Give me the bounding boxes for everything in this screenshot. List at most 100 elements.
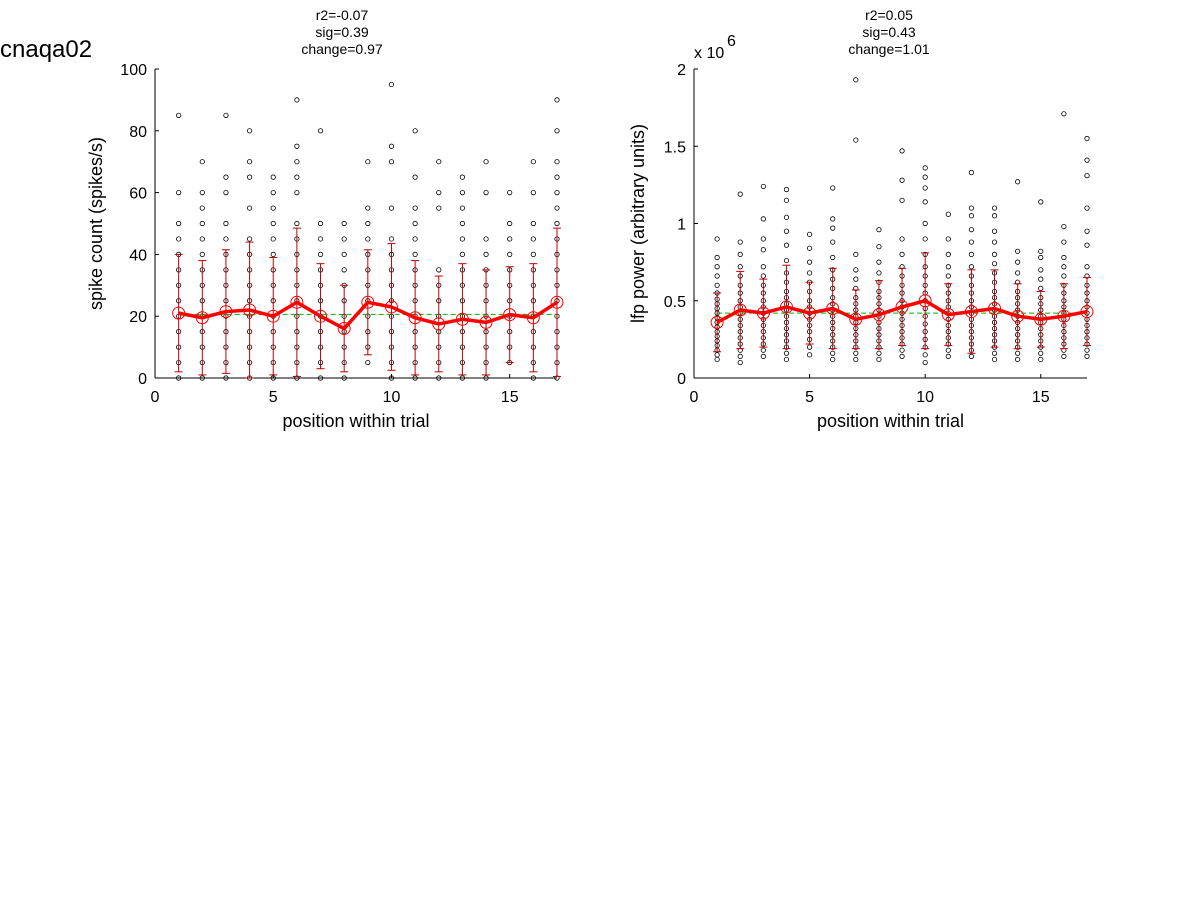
data-point	[246, 236, 253, 242]
mean-marker	[195, 311, 209, 325]
data-point	[176, 375, 182, 381]
data-point	[1038, 254, 1044, 261]
data-point	[1084, 264, 1090, 270]
data-point	[1061, 223, 1067, 230]
mean-marker	[733, 303, 747, 317]
data-point	[1084, 173, 1090, 179]
data-point	[270, 220, 276, 227]
mean-marker	[849, 312, 863, 326]
mean-marker	[243, 303, 257, 317]
data-point	[294, 220, 300, 227]
y-exponent-power: 6	[727, 33, 736, 50]
data-point	[459, 190, 466, 196]
y-tick-label: 0	[138, 371, 147, 388]
data-point	[1015, 270, 1021, 276]
mean-marker	[479, 315, 493, 329]
data-point	[922, 352, 928, 358]
data-point	[176, 220, 182, 227]
data-point	[853, 77, 859, 83]
data-point	[270, 251, 276, 257]
data-point	[806, 259, 813, 265]
data-point	[806, 270, 813, 276]
mean-marker	[172, 306, 186, 320]
data-point	[830, 239, 836, 245]
mean-marker	[988, 301, 1002, 315]
data-point	[853, 356, 859, 363]
data-point	[830, 185, 836, 191]
y-axis-label: lfp power (arbitrary units)	[628, 124, 648, 323]
data-point	[783, 197, 790, 203]
data-point	[388, 205, 395, 211]
data-point	[483, 251, 489, 257]
data-point	[459, 205, 466, 211]
panel-title-line: sig=0.43	[862, 24, 916, 40]
y-tick-label: 20	[129, 309, 147, 326]
mean-marker	[918, 294, 932, 308]
data-point	[968, 251, 975, 257]
mean-marker	[756, 306, 770, 320]
data-point	[968, 213, 975, 219]
data-point	[945, 347, 951, 353]
y-tick-label: 2	[677, 62, 686, 79]
data-point	[341, 267, 347, 273]
data-point	[270, 174, 276, 180]
x-tick-label: 15	[1032, 389, 1050, 406]
data-point	[294, 190, 300, 196]
mean-marker	[803, 306, 817, 320]
mean-line	[178, 300, 558, 331]
data-point	[1061, 254, 1067, 261]
mean-marker	[1080, 305, 1094, 319]
data-point	[459, 375, 466, 381]
data-point	[1061, 264, 1067, 270]
data-point	[830, 350, 836, 356]
data-point	[341, 236, 347, 242]
data-point	[199, 220, 205, 227]
data-point	[853, 137, 859, 143]
data-point	[783, 356, 790, 363]
data-point	[876, 244, 882, 250]
mean-marker	[455, 312, 469, 326]
panel-title-line: r2=-0.07	[316, 7, 369, 23]
data-point	[876, 227, 882, 233]
data-point	[991, 251, 998, 257]
data-point	[968, 353, 975, 359]
data-point	[737, 264, 743, 270]
data-point	[1084, 135, 1090, 142]
x-axis-label: position within trial	[282, 411, 429, 431]
data-point	[945, 264, 951, 270]
data-point	[246, 159, 253, 165]
data-point	[270, 375, 276, 381]
data-point	[1015, 259, 1021, 265]
panel-title-line: change=0.97	[301, 41, 383, 57]
data-point	[412, 236, 418, 242]
y-axis-label: spike count (spikes/s)	[86, 137, 106, 310]
data-point	[199, 375, 205, 381]
mean-line	[716, 299, 1088, 324]
mean-marker	[219, 305, 233, 319]
mean-marker	[872, 308, 886, 322]
x-tick-label: 10	[383, 389, 401, 406]
data-point	[1038, 356, 1044, 363]
mean-marker	[1057, 309, 1071, 323]
mean-marker	[1034, 312, 1048, 326]
data-point	[246, 174, 253, 180]
data-point	[412, 375, 418, 381]
x-tick-label: 10	[916, 389, 934, 406]
data-point	[341, 220, 347, 227]
data-point	[388, 159, 395, 165]
data-point	[968, 169, 975, 176]
data-point	[223, 220, 229, 227]
data-point	[991, 261, 998, 267]
data-point	[760, 236, 766, 242]
data-point	[945, 353, 951, 359]
data-point	[507, 190, 513, 196]
panel-title-line: change=1.01	[848, 41, 930, 57]
data-point	[1061, 353, 1067, 359]
x-axis-label: position within trial	[817, 411, 964, 431]
data-point	[554, 190, 560, 196]
panel-title-line: sig=0.39	[315, 24, 369, 40]
data-point	[1015, 356, 1021, 363]
data-point	[436, 159, 442, 165]
data-point	[760, 273, 766, 279]
data-point	[176, 112, 182, 118]
